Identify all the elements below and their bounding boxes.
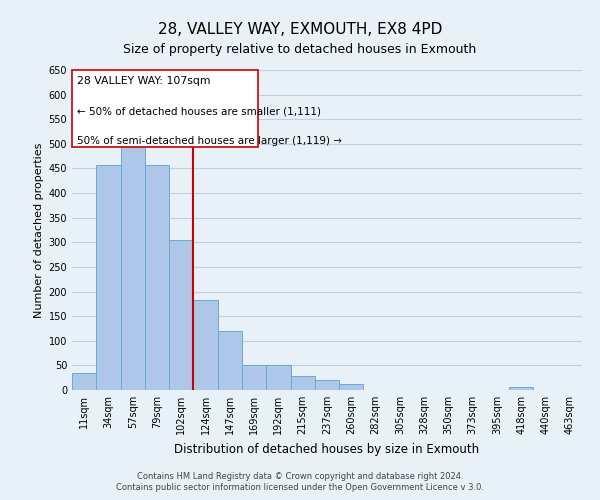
Bar <box>145 165 169 390</box>
Bar <box>193 300 218 390</box>
Text: 28, VALLEY WAY, EXMOUTH, EX8 4PD: 28, VALLEY WAY, EXMOUTH, EX8 4PD <box>158 22 442 38</box>
Text: 50% of semi-detached houses are larger (1,119) →: 50% of semi-detached houses are larger (… <box>77 136 342 145</box>
Text: Size of property relative to detached houses in Exmouth: Size of property relative to detached ho… <box>124 42 476 56</box>
Bar <box>72 373 96 390</box>
Bar <box>290 376 315 390</box>
Bar <box>509 386 533 390</box>
Y-axis label: Number of detached properties: Number of detached properties <box>34 142 44 318</box>
Bar <box>121 136 145 390</box>
Text: Contains HM Land Registry data © Crown copyright and database right 2024.: Contains HM Land Registry data © Crown c… <box>137 472 463 481</box>
X-axis label: Distribution of detached houses by size in Exmouth: Distribution of detached houses by size … <box>175 442 479 456</box>
Text: ← 50% of detached houses are smaller (1,111): ← 50% of detached houses are smaller (1,… <box>77 107 321 117</box>
Bar <box>96 165 121 390</box>
Bar <box>218 332 242 390</box>
FancyBboxPatch shape <box>72 70 258 147</box>
Bar <box>339 384 364 390</box>
Bar <box>315 380 339 390</box>
Text: Contains public sector information licensed under the Open Government Licence v : Contains public sector information licen… <box>116 484 484 492</box>
Bar <box>242 366 266 390</box>
Text: 28 VALLEY WAY: 107sqm: 28 VALLEY WAY: 107sqm <box>77 76 211 86</box>
Bar <box>169 240 193 390</box>
Bar <box>266 366 290 390</box>
